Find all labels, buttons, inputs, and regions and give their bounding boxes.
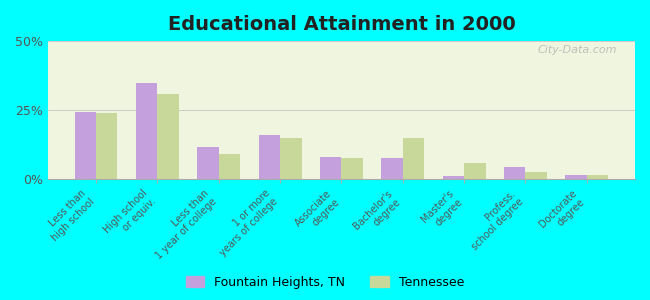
Bar xyxy=(219,154,240,179)
Bar xyxy=(75,112,96,179)
Bar xyxy=(197,147,219,179)
Bar xyxy=(525,172,547,179)
Bar xyxy=(443,176,464,179)
Bar xyxy=(320,157,341,179)
Title: Educational Attainment in 2000: Educational Attainment in 2000 xyxy=(168,15,515,34)
Bar xyxy=(341,158,363,179)
Bar xyxy=(464,163,486,179)
Bar xyxy=(566,175,587,179)
Bar xyxy=(504,167,525,179)
Bar xyxy=(587,175,608,179)
Bar xyxy=(157,94,179,179)
Text: City-Data.com: City-Data.com xyxy=(538,45,617,55)
Bar xyxy=(259,135,280,179)
Bar xyxy=(136,82,157,179)
Legend: Fountain Heights, TN, Tennessee: Fountain Heights, TN, Tennessee xyxy=(181,271,469,294)
Bar xyxy=(382,158,403,179)
Bar xyxy=(403,138,424,179)
Bar xyxy=(280,138,302,179)
Bar xyxy=(96,113,118,179)
